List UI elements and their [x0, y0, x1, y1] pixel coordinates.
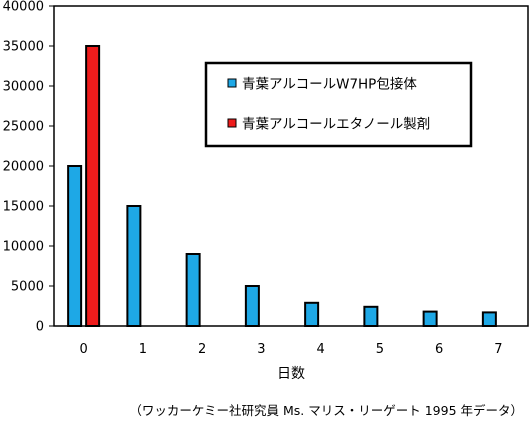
bar-series-1	[363, 305, 379, 327]
bar-series-1	[304, 301, 320, 327]
x-tick-label: 5	[376, 342, 384, 357]
y-tick-label: 30000	[3, 80, 44, 95]
x-tick-label: 7	[494, 342, 502, 357]
x-tick-label: 6	[435, 342, 443, 357]
y-tick-label: 5000	[11, 280, 44, 295]
x-tick-label: 4	[316, 342, 324, 357]
legend-label: 青葉アルコールエタノール製剤	[242, 117, 430, 133]
x-axis: 0 1 2 3 4 5 6 7	[79, 342, 502, 357]
x-tick-label: 3	[257, 342, 265, 357]
y-tick-label: 35000	[3, 40, 44, 55]
source-caption: （ワッカーケミー社研究員 Ms. マリス・リーゲート 1995 年データ）	[129, 403, 523, 418]
plot-area	[53, 5, 529, 327]
x-axis-label: 日数	[277, 366, 305, 382]
y-tick-label: 0	[36, 320, 44, 335]
bar-series-1	[67, 165, 83, 327]
legend-label: 青葉アルコールW7HP包接体	[242, 76, 417, 93]
x-tick-label: 1	[139, 342, 147, 357]
y-axis: 0 5000 10000 15000 20000 25000 30000 35000 40000	[3, 0, 54, 335]
y-tick-label: 25000	[3, 120, 44, 135]
y-tick-label: 10000	[3, 240, 44, 255]
legend-swatch	[227, 78, 237, 88]
bar-series-1	[126, 205, 142, 327]
bar-series-1	[185, 253, 201, 327]
bar-series-1	[244, 285, 260, 327]
x-tick-label: 0	[79, 342, 87, 357]
legend-swatch	[227, 118, 237, 128]
bar-series-1	[481, 311, 497, 327]
bar-series-2	[85, 45, 101, 327]
y-tick-label: 15000	[3, 200, 44, 215]
y-tick-label: 40000	[3, 0, 44, 15]
bars	[67, 45, 497, 328]
x-tick-label: 2	[198, 342, 206, 357]
bar-series-1	[422, 310, 438, 328]
y-tick-label: 20000	[3, 160, 44, 175]
legend-box	[204, 61, 473, 148]
